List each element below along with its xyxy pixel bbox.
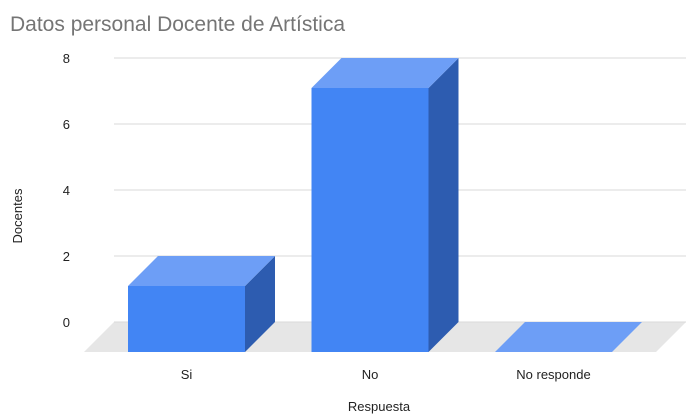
- y-tick-label: 4: [63, 183, 70, 198]
- bar: [128, 256, 275, 352]
- y-tick-label: 8: [63, 51, 70, 66]
- bars: [128, 58, 642, 352]
- x-tick-label: No responde: [516, 367, 590, 382]
- y-tick-label: 0: [63, 315, 70, 330]
- bar-side-face: [245, 256, 275, 352]
- bar: [495, 322, 642, 352]
- y-tick-label: 6: [63, 117, 70, 132]
- bar-top-face: [311, 58, 459, 88]
- bar-front-face: [128, 286, 245, 352]
- x-tick-label: Si: [181, 367, 193, 382]
- bar-front-face: [311, 88, 429, 352]
- x-axis-label: Respuesta: [348, 399, 411, 414]
- x-tick-labels: Si No No responde: [181, 367, 591, 382]
- x-tick-label: No: [362, 367, 379, 382]
- bar-top-face: [495, 322, 642, 352]
- chart-title: Datos personal Docente de Artística: [10, 13, 345, 36]
- y-axis-label: Docentes: [10, 188, 25, 243]
- bar-top-face: [128, 256, 275, 286]
- bar: [311, 58, 459, 352]
- y-tick-labels: 0 2 4 6 8: [63, 51, 70, 330]
- bar-side-face: [428, 58, 459, 352]
- y-tick-label: 2: [63, 249, 70, 264]
